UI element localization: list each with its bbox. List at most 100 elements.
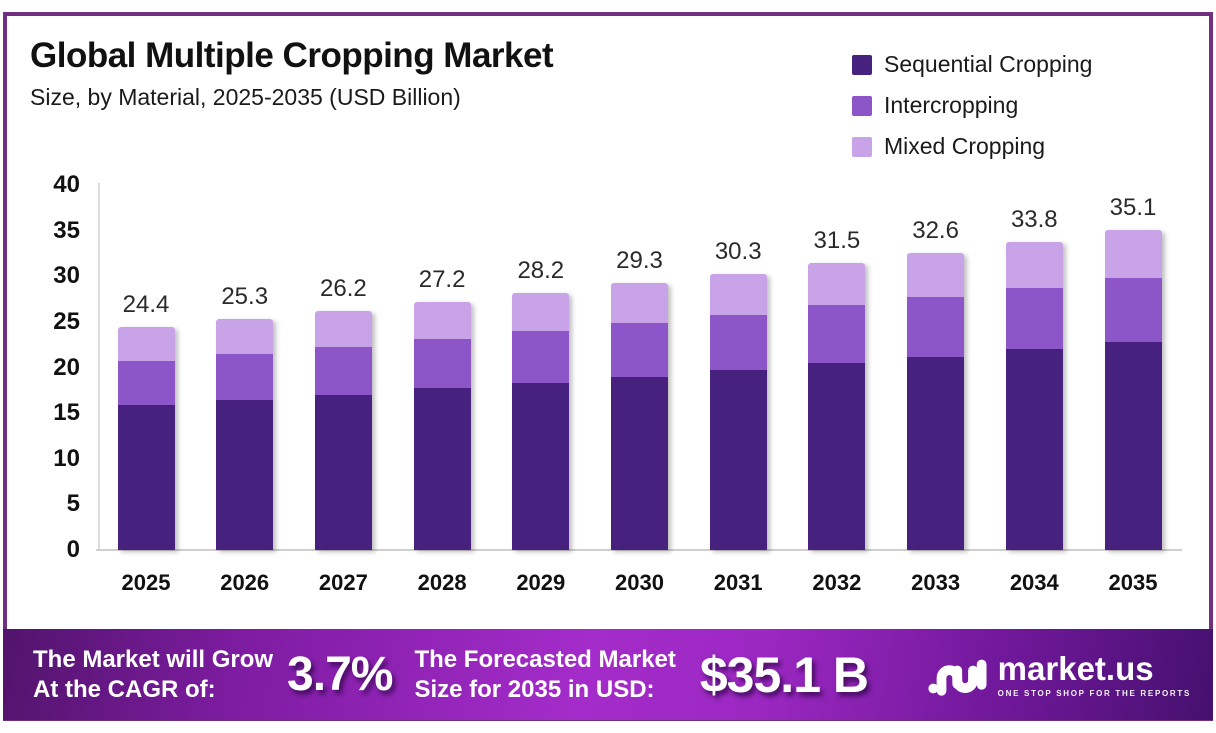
bar-total-label: 26.2 <box>320 274 367 302</box>
y-axis-tick-label: 30 <box>53 262 80 290</box>
stacked-bar-2027 <box>314 310 372 550</box>
y-axis-tick-label: 40 <box>53 171 80 198</box>
cagr-label: The Market will Grow At the CAGR of: <box>33 645 273 705</box>
y-axis-tick-label: 25 <box>53 307 80 335</box>
bar-segment-mixed-cropping <box>314 310 372 347</box>
bar-segment-intercropping <box>1104 278 1162 342</box>
stacked-bar-2026 <box>216 319 274 550</box>
bar-segment-intercropping <box>709 314 767 371</box>
bar-segment-intercropping <box>512 330 570 383</box>
forecast-label-line2: Size for 2035 in USD: <box>414 675 655 703</box>
bar-segment-mixed-cropping <box>512 292 570 331</box>
y-axis-tick-label: 15 <box>53 399 80 427</box>
stacked-bar-2033 <box>907 252 965 550</box>
bar-segment-mixed-cropping <box>808 262 866 306</box>
bar-segment-mixed-cropping <box>611 282 668 323</box>
bar-segment-intercropping <box>216 353 274 401</box>
cagr-label-line1: The Market will Grow <box>33 645 274 673</box>
bar-segment-sequential-cropping <box>117 404 175 550</box>
x-axis-year-label: 2034 <box>1009 570 1059 595</box>
x-axis-year-label: 2026 <box>220 570 270 595</box>
legend-label: Mixed Cropping <box>884 133 1046 159</box>
bar-segment-intercropping <box>117 361 175 405</box>
stacked-bar-2025 <box>117 327 175 550</box>
x-axis-year-label: 2028 <box>417 570 467 595</box>
bar-segment-intercropping <box>808 305 866 363</box>
bar-total-label: 28.2 <box>517 256 565 284</box>
bar-total-label: 25.3 <box>221 283 269 311</box>
bar-segment-mixed-cropping <box>1104 229 1162 279</box>
bar-segment-sequential-cropping <box>1104 341 1162 550</box>
bar-segment-sequential-cropping <box>1005 349 1063 550</box>
x-axis-year-label: 2029 <box>516 570 566 595</box>
bar-segment-sequential-cropping <box>216 400 274 550</box>
bar-segment-sequential-cropping <box>709 370 767 550</box>
legend-swatch-sequential <box>852 54 872 75</box>
bar-segment-sequential-cropping <box>512 382 570 550</box>
page-subtitle: Size, by Material, 2025-2035 (USD Billio… <box>30 84 461 110</box>
legend-swatch-intercropping <box>852 95 872 116</box>
bar-segment-sequential-cropping <box>314 394 372 550</box>
logo-wordmark: market.us <box>997 649 1154 687</box>
bar-segment-mixed-cropping <box>1005 241 1063 289</box>
cagr-label-line2: At the CAGR of: <box>33 675 216 703</box>
forecast-value: $35.1 B <box>699 646 869 703</box>
stacked-bar-2034 <box>1005 241 1063 550</box>
bar-segment-mixed-cropping <box>709 273 767 315</box>
chart-legend: Sequential Cropping Intercropping Mixed … <box>852 44 1092 167</box>
x-axis-year-label: 2031 <box>713 570 763 595</box>
bar-segment-intercropping <box>611 322 668 377</box>
bar-segment-intercropping <box>1005 288 1063 350</box>
y-axis-tick-label: 0 <box>66 536 80 563</box>
cagr-value: 3.7% <box>287 648 393 701</box>
marketus-logo: market.us ONE STOP SHOP FOR THE REPORTS <box>928 649 1191 701</box>
x-axis-year-label: 2030 <box>615 570 664 595</box>
y-axis-tick-label: 20 <box>53 353 80 381</box>
legend-label: Sequential Cropping <box>884 51 1093 77</box>
x-axis-year-label: 2032 <box>812 570 862 595</box>
chart-header: Global Multiple Cropping Market Size, by… <box>30 36 554 111</box>
stacked-bar-2032 <box>808 262 866 550</box>
bar-segment-mixed-cropping <box>216 319 274 354</box>
legend-item-mixed-cropping: Mixed Cropping <box>852 126 1092 167</box>
y-axis-tick-label: 35 <box>53 216 80 244</box>
bar-segment-intercropping <box>413 339 471 389</box>
bar-segment-mixed-cropping <box>907 252 965 298</box>
legend-item-intercropping: Intercropping <box>852 85 1092 126</box>
logo-tagline: ONE STOP SHOP FOR THE REPORTS <box>997 688 1191 698</box>
stacked-bar-2031 <box>709 273 767 550</box>
legend-item-sequential-cropping: Sequential Cropping <box>852 44 1092 85</box>
stacked-bar-2029 <box>512 292 570 550</box>
logo-text-column: market.us ONE STOP SHOP FOR THE REPORTS <box>998 652 1191 698</box>
stacked-bar-2028 <box>413 301 471 550</box>
x-axis-year-label: 2027 <box>318 570 368 595</box>
bar-segment-sequential-cropping <box>413 388 471 550</box>
marketus-logo-icon <box>928 659 987 696</box>
y-axis-tick-label: 5 <box>66 490 80 518</box>
bar-total-label: 24.4 <box>122 291 170 319</box>
bar-total-label: 31.5 <box>813 226 861 254</box>
forecast-label: The Forecasted Market Size for 2035 in U… <box>414 645 675 705</box>
bar-segment-sequential-cropping <box>611 376 668 550</box>
y-axis-tick-label: 10 <box>53 444 80 472</box>
bar-segment-intercropping <box>907 297 965 357</box>
legend-label: Intercropping <box>884 92 1019 118</box>
page-title: Global Multiple Cropping Market <box>30 36 554 75</box>
bar-total-label: 30.3 <box>714 237 762 265</box>
stacked-bar-2030 <box>611 282 668 550</box>
bar-segment-sequential-cropping <box>808 362 866 550</box>
x-axis-year-label: 2035 <box>1108 570 1158 595</box>
legend-swatch-mixed <box>852 136 872 157</box>
forecast-label-line1: The Forecasted Market <box>414 645 676 673</box>
bar-total-label: 27.2 <box>418 265 466 293</box>
bar-segment-mixed-cropping <box>117 327 175 362</box>
bar-segment-intercropping <box>314 346 372 395</box>
stacked-bar-2035 <box>1104 229 1162 550</box>
x-axis-year-label: 2033 <box>911 570 961 595</box>
y-axis-line <box>98 183 100 551</box>
x-axis-baseline <box>96 549 1182 551</box>
bar-total-label: 29.3 <box>616 246 663 274</box>
bottom-banner: The Market will Grow At the CAGR of: 3.7… <box>3 629 1213 720</box>
